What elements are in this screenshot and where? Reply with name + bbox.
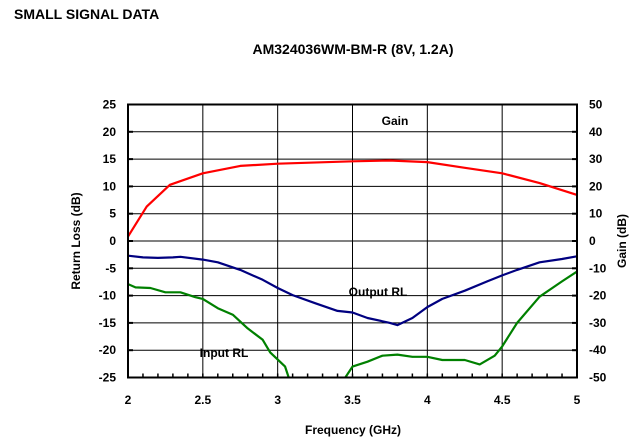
annotation-gain: Gain <box>382 114 409 128</box>
y-tick-label: -10 <box>99 289 117 303</box>
x-tick-label: 3 <box>274 393 281 407</box>
y-axis-label: Return Loss (dB) <box>69 192 83 289</box>
y2-tick-label: -50 <box>589 371 607 385</box>
x-tick-label: 2 <box>125 393 132 407</box>
y2-tick-label: 0 <box>589 234 596 248</box>
x-tick-label: 4.5 <box>494 393 511 407</box>
section-title: SMALL SIGNAL DATA <box>14 6 160 22</box>
x-tick-label: 5 <box>574 393 581 407</box>
y-tick-label: -15 <box>99 316 117 330</box>
y-tick-label: 0 <box>109 234 116 248</box>
x-tick-label: 4 <box>424 393 431 407</box>
y2-tick-label: -30 <box>589 316 607 330</box>
y2-tick-label: -10 <box>589 261 607 275</box>
series-line-input-rl <box>128 270 577 378</box>
y-tick-label: -20 <box>99 343 117 357</box>
y-tick-label: 25 <box>103 98 117 112</box>
series-line-output-rl <box>128 254 577 327</box>
annotation-input-rl: Input RL <box>200 346 249 360</box>
y2-tick-label: -40 <box>589 343 607 357</box>
y2-tick-label: 20 <box>589 179 603 193</box>
y-tick-label: 5 <box>109 207 116 221</box>
y-tick-label: -25 <box>99 371 117 385</box>
y2-tick-label: 30 <box>589 152 603 166</box>
series-line-gain <box>128 159 577 238</box>
x-tick-label: 3.5 <box>344 393 361 407</box>
chart-title: AM324036WM-BM-R (8V, 1.2A) <box>253 41 454 57</box>
y2-tick-label: 50 <box>589 98 603 112</box>
y2-axis-label: Gain (dB) <box>615 214 629 268</box>
y2-tick-label: 10 <box>589 207 603 221</box>
y-tick-label: 20 <box>103 125 117 139</box>
x-tick-label: 2.5 <box>194 393 211 407</box>
y2-tick-label: -20 <box>589 289 607 303</box>
y-tick-label: -5 <box>105 261 116 275</box>
y-tick-label: 10 <box>103 179 117 193</box>
y-tick-label: 15 <box>103 152 117 166</box>
y2-tick-label: 40 <box>589 125 603 139</box>
x-axis-label: Frequency (GHz) <box>305 423 401 437</box>
annotation-output-rl: Output RL <box>349 285 408 299</box>
